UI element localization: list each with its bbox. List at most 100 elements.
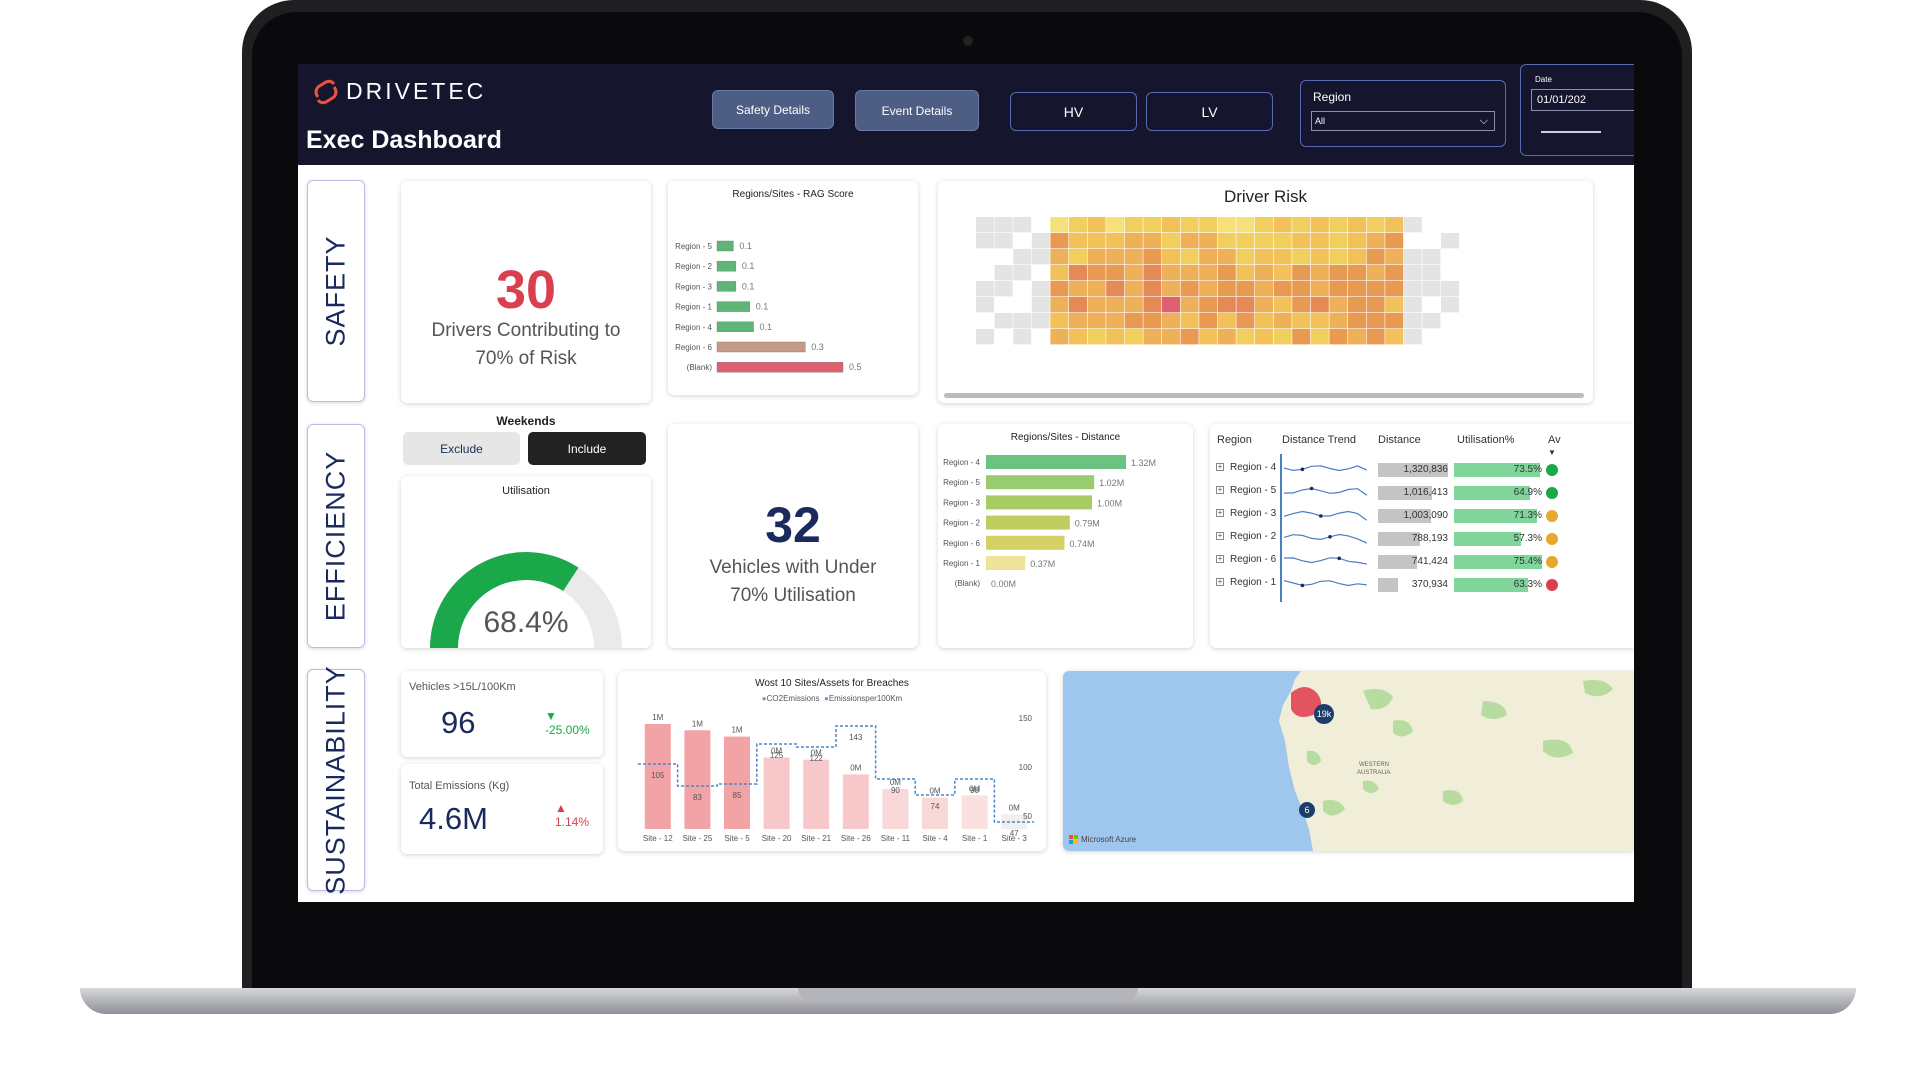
heatmap-cell (1124, 281, 1143, 297)
heatmap-cell (1255, 297, 1273, 313)
expand-icon[interactable]: + (1216, 508, 1224, 517)
heatmap-cell (1087, 313, 1106, 329)
lv-button[interactable]: LV (1146, 92, 1273, 131)
exclude-weekends-button[interactable]: Exclude (403, 432, 520, 465)
rag-bar (716, 260, 737, 272)
heatmap-cell (1403, 329, 1422, 345)
vehicles-15l-value: 96 (441, 705, 476, 740)
heatmap-cell (1199, 265, 1218, 281)
include-weekends-button[interactable]: Include (528, 432, 646, 465)
map-card[interactable]: 19k 6 WESTERN AUSTRALIA Microsoft Azure (1063, 671, 1634, 851)
distance-chart-card: Regions/Sites - Distance Region - 4 1.32M… (938, 424, 1193, 648)
event-details-button[interactable]: Event Details (855, 90, 979, 131)
site-tick-label: Site - 21 (801, 834, 831, 843)
map-cluster-badge-small[interactable]: 6 (1299, 802, 1315, 818)
distance-sparkline (1283, 465, 1368, 472)
rag-value-label: 0.1 (756, 302, 769, 312)
total-emissions-value: 4.6M (419, 801, 488, 836)
heatmap-cell (1106, 281, 1125, 297)
utilisation-value: 73.5% (1513, 464, 1542, 475)
row-region-label: Region - 6 (1230, 554, 1277, 565)
expand-icon[interactable]: + (1216, 577, 1224, 586)
rag-category-label: Region - 2 (675, 262, 712, 271)
heatmap-cell (1366, 233, 1385, 249)
date-input[interactable]: 01/01/202 (1531, 89, 1634, 111)
heatmap-cell (1292, 217, 1311, 233)
expand-icon[interactable]: + (1216, 554, 1224, 563)
table-row[interactable]: + Region - 5 1,016,413 64.9% (1210, 483, 1634, 503)
gauge-fill (430, 552, 579, 648)
table-header-region[interactable]: Region (1217, 434, 1252, 446)
heatmap-cell (1385, 217, 1404, 233)
heatmap-cell (1310, 297, 1329, 313)
heatmap-cell (1255, 281, 1273, 297)
map-cluster-badge-large[interactable]: 19k (1314, 704, 1334, 724)
table-header-av[interactable]: Av (1548, 434, 1561, 446)
heatmap-cell (994, 265, 1013, 281)
heatmap-cell (1180, 281, 1199, 297)
rag-value-label: 0.5 (849, 362, 862, 372)
heatmap-cell (1255, 233, 1273, 249)
utilisation-value: 63.3% (1513, 579, 1542, 590)
safety-details-button[interactable]: Safety Details (712, 90, 834, 129)
table-row[interactable]: + Region - 4 1,320,836 73.5% (1210, 460, 1634, 480)
distance-category-label: Region - 2 (943, 519, 980, 528)
table-row[interactable]: + Region - 1 370,934 63.3% (1210, 575, 1634, 595)
site-tick-label: Site - 11 (881, 834, 911, 843)
heatmap-cell (1162, 281, 1180, 297)
heatmap-cell (1273, 329, 1292, 345)
heatmap-cell (1292, 233, 1311, 249)
utilisation-title: Utilisation (502, 485, 550, 497)
distance-value-label: 0.00M (991, 579, 1016, 589)
heatmap-cell (1310, 217, 1329, 233)
row-region-label: Region - 4 (1230, 462, 1277, 473)
table-header-distance-trend[interactable]: Distance Trend (1282, 434, 1356, 446)
table-header-distance[interactable]: Distance (1378, 434, 1421, 446)
sparkline-line (1283, 533, 1368, 544)
y2-tick-label: 150 (1019, 714, 1033, 723)
co2-value-label: 0M (850, 763, 861, 772)
heatmap-cell (1217, 233, 1236, 249)
rag-score-card: Regions/Sites - RAG Score Region - 5 0.1 R… (668, 181, 918, 395)
heatmap-cell (1236, 329, 1255, 345)
hv-button[interactable]: HV (1010, 92, 1137, 131)
distance-bar (986, 556, 1026, 570)
table-header-utilisation[interactable]: Utilisation% (1457, 434, 1515, 446)
section-tab-efficiency: EFFICIENCY (307, 424, 365, 648)
region-select[interactable]: All ⌵ (1311, 111, 1495, 131)
heatmap-cell (1124, 249, 1143, 265)
table-row[interactable]: + Region - 6 741,424 75.4% (1210, 552, 1634, 572)
total-emissions-card: Total Emissions (Kg) 4.6M ▲ 1.14% (401, 764, 603, 854)
heatmap-cell (1087, 281, 1106, 297)
heatmap-cell (1236, 233, 1255, 249)
heatmap-cell (1329, 297, 1348, 313)
status-indicator-icon (1546, 579, 1558, 591)
vehicles-15l-card: Vehicles >15L/100Km 96 ▼ -25.00% (401, 671, 603, 757)
heatmap-cell (1255, 249, 1273, 265)
heatmap-scrollbar[interactable] (944, 393, 1584, 398)
distance-category-label: Region - 5 (943, 478, 980, 487)
heatmap-cell (1329, 249, 1348, 265)
heatmap-cell (1385, 233, 1404, 249)
rag-value-label: 0.1 (760, 322, 773, 332)
heatmap-cell (1403, 297, 1422, 313)
per100km-value-label: 47 (1010, 829, 1019, 838)
distance-sparkline (1283, 556, 1367, 565)
expand-icon[interactable]: + (1216, 462, 1224, 471)
date-slider-track[interactable] (1541, 131, 1601, 133)
table-row[interactable]: + Region - 2 788,193 57.3% (1210, 529, 1634, 549)
expand-icon[interactable]: + (1216, 485, 1224, 494)
heatmap-cell (994, 297, 1013, 313)
heatmap-cell (1441, 217, 1459, 233)
heatmap-cell (1292, 249, 1311, 265)
heatmap-cell (1441, 233, 1459, 249)
heatmap-cell (1385, 329, 1404, 345)
table-row[interactable]: + Region - 3 1,003,090 71.3% (1210, 506, 1634, 526)
expand-icon[interactable]: + (1216, 531, 1224, 540)
heatmap-cell (1087, 265, 1106, 281)
heatmap-cell (1143, 265, 1162, 281)
rag-chart: Region - 5 0.1 Region - 2 0.1 Region - 3 0.1 R… (675, 240, 862, 373)
heatmap-cell (1273, 265, 1292, 281)
sort-desc-icon[interactable]: ▼ (1548, 448, 1556, 457)
heatmap-cell (1069, 281, 1087, 297)
